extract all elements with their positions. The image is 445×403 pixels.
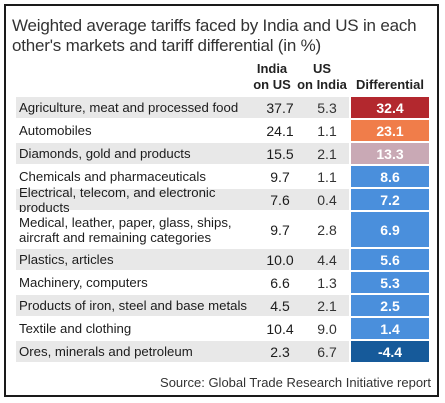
india-on-us-value: 4.5 — [270, 297, 290, 314]
table-row: Diamonds, gold and products 15.5 2.1 13.3 — [16, 143, 429, 164]
differential-cell: 5.6 — [351, 249, 429, 270]
row-background — [16, 189, 349, 210]
category-label: Medical, leather, paper, glass, ships, a… — [19, 214, 232, 245]
us-on-india-value: 0.4 — [317, 191, 337, 208]
header-india-on-us: India on US — [253, 61, 291, 92]
row-background — [16, 272, 349, 293]
table-row: Medical, leather, paper, glass, ships, a… — [16, 212, 429, 247]
differential-cell: 2.5 — [351, 295, 429, 316]
table-row: Agriculture, meat and processed food 37.7… — [16, 97, 429, 118]
table-row: Plastics, articles 10.0 4.4 5.6 — [16, 249, 429, 270]
us-on-india-value: 1.3 — [317, 274, 337, 291]
differential-cell: 8.6 — [351, 166, 429, 187]
india-on-us-value: 10.0 — [266, 251, 294, 268]
us-on-india-value: 2.1 — [317, 145, 337, 162]
category-label: Ores, minerals and petroleum — [19, 344, 193, 359]
category-label: Automobiles — [19, 123, 92, 138]
differential-cell: 7.2 — [351, 189, 429, 210]
table-row: Chemicals and pharmaceuticals 9.7 1.1 8.6 — [16, 166, 429, 187]
india-on-us-value: 2.3 — [270, 343, 290, 360]
table-row: Electrical, telecom, and electronic prod… — [16, 184, 429, 215]
category-label: Chemicals and pharmaceuticals — [19, 169, 206, 184]
india-on-us-value: 15.5 — [266, 145, 294, 162]
differential-cell: 6.9 — [351, 212, 429, 247]
category-label: Machinery, computers — [19, 275, 148, 290]
row-background — [16, 166, 349, 187]
us-on-india-value: 2.1 — [317, 297, 337, 314]
us-on-india-value: 1.1 — [317, 122, 337, 139]
row-background — [16, 143, 349, 164]
row-background — [16, 341, 349, 362]
india-on-us-value: 37.7 — [266, 99, 294, 116]
row-background — [16, 120, 349, 141]
category-label: Diamonds, gold and products — [19, 146, 191, 161]
category-label: Electrical, telecom, and electronic prod… — [19, 184, 216, 215]
us-on-india-value: 2.8 — [317, 221, 337, 238]
tariff-table: Agriculture, meat and processed food 37.7… — [16, 97, 429, 364]
us-on-india-value: 4.4 — [317, 251, 337, 268]
table-row: Machinery, computers 6.6 1.3 5.3 — [16, 272, 429, 293]
header-differential: Differential — [356, 77, 424, 92]
category-label: Products of iron, steel and base metals — [19, 298, 247, 313]
differential-cell: 32.4 — [351, 97, 429, 118]
india-on-us-value: 24.1 — [266, 122, 294, 139]
row-background — [16, 249, 349, 270]
india-on-us-value: 9.7 — [270, 221, 290, 238]
category-label: Agriculture, meat and processed food — [19, 100, 239, 115]
differential-cell: 1.4 — [351, 318, 429, 339]
us-on-india-value: 5.3 — [317, 99, 337, 116]
us-on-india-value: 9.0 — [317, 320, 337, 337]
row-background — [16, 295, 349, 316]
us-on-india-value: 1.1 — [317, 168, 337, 185]
differential-cell: -4.4 — [351, 341, 429, 362]
row-background — [16, 318, 349, 339]
india-on-us-value: 7.6 — [270, 191, 290, 208]
row-background — [16, 212, 349, 247]
table-row: Ores, minerals and petroleum 2.3 6.7 -4.4 — [16, 341, 429, 362]
category-label: Textile and clothing — [19, 321, 132, 336]
row-background — [16, 97, 349, 118]
source-note: Source: Global Trade Research Initiative… — [160, 375, 431, 390]
differential-cell: 13.3 — [351, 143, 429, 164]
india-on-us-value: 9.7 — [270, 168, 290, 185]
table-row: Products of iron, steel and base metals 4… — [16, 295, 429, 316]
differential-cell: 5.3 — [351, 272, 429, 293]
india-on-us-value: 10.4 — [266, 320, 294, 337]
us-on-india-value: 6.7 — [317, 343, 337, 360]
differential-cell: 23.1 — [351, 120, 429, 141]
india-on-us-value: 6.6 — [270, 274, 290, 291]
header-us-on-india: US on India — [297, 61, 347, 92]
table-row: Automobiles 24.1 1.1 23.1 — [16, 120, 429, 141]
table-row: Textile and clothing 10.4 9.0 1.4 — [16, 318, 429, 339]
chart-title: Weighted average tariffs faced by India … — [12, 16, 417, 55]
category-label: Plastics, articles — [19, 252, 114, 267]
